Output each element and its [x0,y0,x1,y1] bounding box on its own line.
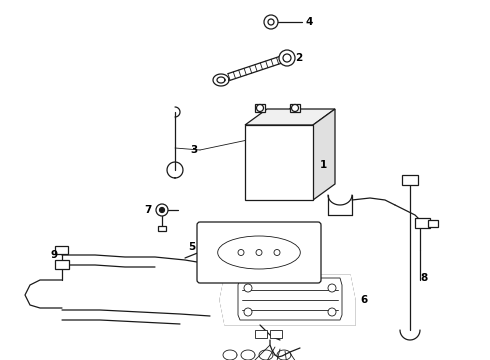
Bar [255,104,265,112]
Text: 3: 3 [191,145,198,155]
Circle shape [268,19,274,25]
Text: 2: 2 [295,53,302,63]
Ellipse shape [218,236,300,269]
Text: 8: 8 [420,273,427,283]
Circle shape [256,249,262,256]
Circle shape [156,204,168,216]
Circle shape [264,15,278,29]
Bar [55,246,68,254]
Polygon shape [220,275,355,325]
Polygon shape [313,109,335,200]
Bar [428,220,438,227]
Circle shape [279,50,295,66]
Circle shape [244,308,252,316]
Bar [415,218,430,228]
Circle shape [328,308,336,316]
Circle shape [328,284,336,292]
Circle shape [256,104,264,112]
Bar [255,330,267,338]
Circle shape [244,284,252,292]
Text: 1: 1 [320,160,327,170]
FancyBboxPatch shape [197,222,321,283]
Circle shape [274,249,280,256]
Bar [245,125,313,200]
Circle shape [283,54,291,62]
Text: 6: 6 [360,295,367,305]
Bar [402,175,418,185]
Text: 5: 5 [188,242,195,252]
Text: 9: 9 [51,250,58,260]
Text: 4: 4 [305,17,313,27]
Bar [158,226,166,231]
Bar [290,104,300,112]
Circle shape [238,249,244,256]
Polygon shape [245,109,335,125]
Circle shape [289,106,301,118]
Bar [55,260,69,269]
Circle shape [160,207,165,212]
Text: 7: 7 [145,205,152,215]
Circle shape [292,104,298,112]
Bar [270,330,282,338]
